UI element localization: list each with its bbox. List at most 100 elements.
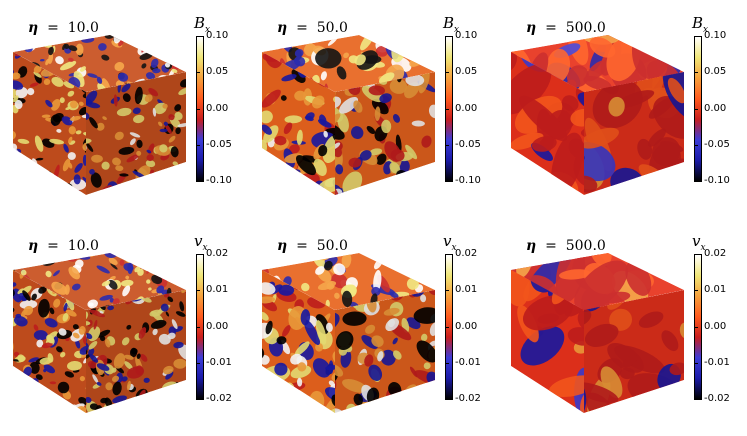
cube-render — [262, 35, 435, 195]
eta-symbol: η — [277, 20, 288, 36]
colorbar-title: vx — [692, 232, 706, 253]
colorbar-tickmark — [196, 109, 200, 110]
colorbar-title: vx — [194, 232, 208, 253]
cube-face-right — [86, 290, 186, 413]
colorbar-tickmark — [445, 254, 449, 255]
eta-value: 10.0 — [67, 20, 99, 36]
colorbar-tick-label: 0.00 — [206, 321, 229, 332]
eta-label: η = 50.0 — [277, 20, 348, 36]
colorbar-tick-label: 0.10 — [206, 30, 229, 41]
colorbar-tickmark — [694, 254, 698, 255]
panel-vx-eta-50.0: η = 50.0 vx 0.02 0.01 0.00 -0.01 -0.02 — [249, 218, 498, 436]
colorbar-title: Bx — [443, 14, 459, 35]
colorbar-tick-label: -0.01 — [704, 357, 730, 368]
eta-equals: = — [536, 20, 566, 36]
colorbar-tickmark — [445, 290, 449, 291]
eta-symbol: η — [28, 238, 39, 254]
colorbar-tick-label: -0.05 — [206, 139, 232, 150]
eta-label: η = 10.0 — [28, 20, 99, 36]
colorbar-tickmark — [445, 72, 449, 73]
panel-Bx-eta-50.0: η = 50.0 Bx 0.10 0.05 0.00 -0.05 -0.10 — [249, 0, 498, 218]
eta-symbol: η — [526, 20, 537, 36]
eta-equals: = — [38, 238, 68, 254]
colorbar-tick-label: 0.10 — [455, 30, 478, 41]
eta-label: η = 10.0 — [28, 238, 99, 254]
colorbar-tickmark — [694, 290, 698, 291]
colorbar-var: B — [194, 14, 206, 32]
colorbar-var-sub: x — [451, 243, 457, 253]
colorbar-tick-label: 0.02 — [455, 248, 478, 259]
colorbar-tick-label: 0.00 — [704, 103, 727, 114]
colorbar-tickmark — [694, 145, 698, 146]
cube-face-top — [13, 253, 186, 310]
colorbar-tick-label: 0.01 — [704, 284, 727, 295]
colorbar-var-sub: x — [454, 25, 460, 35]
colorbar-tickmark — [445, 327, 449, 328]
cube-face-right — [584, 72, 684, 195]
eta-equals: = — [287, 20, 317, 36]
colorbar-tick-label: -0.10 — [206, 175, 232, 186]
eta-symbol: η — [277, 238, 288, 254]
colorbar-tick-label: -0.01 — [206, 357, 232, 368]
colorbar-tick-label: -0.02 — [704, 393, 730, 404]
panel-Bx-eta-500.0: η = 500.0 Bx 0.10 0.05 0.00 -0.05 -0.10 — [498, 0, 747, 218]
colorbar-tickmark — [694, 363, 698, 364]
panel-Bx-eta-10.0: η = 10.0 Bx 0.10 0.05 0.00 -0.05 -0.10 — [0, 0, 249, 218]
cube-render — [13, 253, 186, 413]
colorbar-tick-label: 0.05 — [455, 66, 478, 77]
colorbar-tick-label: 0.05 — [206, 66, 229, 77]
colorbar-var-sub: x — [700, 243, 706, 253]
eta-value: 50.0 — [316, 20, 348, 36]
colorbar-var: v — [194, 232, 203, 250]
eta-label: η = 500.0 — [526, 20, 606, 36]
eta-equals: = — [38, 20, 68, 36]
cube-face-right — [86, 72, 186, 195]
colorbar-tick-label: 0.02 — [704, 248, 727, 259]
colorbar-tickmark — [445, 181, 449, 182]
colorbar-tickmark — [694, 72, 698, 73]
eta-value: 10.0 — [67, 238, 99, 254]
cube-render — [13, 35, 186, 195]
colorbar-tick-label: 0.00 — [455, 321, 478, 332]
colorbar-tickmark — [196, 290, 200, 291]
panel-vx-eta-500.0: η = 500.0 vx 0.02 0.01 0.00 -0.01 -0.02 — [498, 218, 747, 436]
colorbar-var: v — [443, 232, 452, 250]
cube-face-left — [13, 52, 86, 195]
eta-label: η = 500.0 — [526, 238, 606, 254]
colorbar-tickmark — [694, 399, 698, 400]
colorbar-tick-label: 0.02 — [206, 248, 229, 259]
colorbar-tickmark — [694, 36, 698, 37]
colorbar-tickmark — [445, 363, 449, 364]
colorbar-tick-label: -0.10 — [704, 175, 730, 186]
colorbar-tick-label: 0.00 — [455, 103, 478, 114]
colorbar-tickmark — [196, 254, 200, 255]
colorbar-tickmark — [196, 145, 200, 146]
eta-symbol: η — [526, 238, 537, 254]
colorbar-tick-label: 0.00 — [704, 321, 727, 332]
colorbar-tick-label: -0.02 — [206, 393, 232, 404]
cube-render — [511, 35, 684, 195]
colorbar-tick-label: 0.05 — [704, 66, 727, 77]
cube-face-left — [13, 270, 86, 413]
colorbar-title: vx — [443, 232, 457, 253]
colorbar-tickmark — [445, 109, 449, 110]
colorbar-tickmark — [196, 72, 200, 73]
eta-symbol: η — [28, 20, 39, 36]
colorbar-tickmark — [445, 145, 449, 146]
eta-equals: = — [536, 238, 566, 254]
colorbar-tick-label: -0.01 — [455, 357, 481, 368]
colorbar-tickmark — [445, 36, 449, 37]
colorbar-tick-label: -0.10 — [455, 175, 481, 186]
panel-vx-eta-10.0: η = 10.0 vx 0.02 0.01 0.00 -0.01 -0.02 — [0, 218, 249, 436]
colorbar-tickmark — [445, 399, 449, 400]
colorbar-tickmark — [196, 36, 200, 37]
colorbar-var: v — [692, 232, 701, 250]
colorbar-tickmark — [196, 327, 200, 328]
eta-value: 50.0 — [316, 238, 348, 254]
cube-face-right — [335, 290, 435, 413]
colorbar-tick-label: 0.01 — [455, 284, 478, 295]
eta-value: 500.0 — [565, 20, 606, 36]
colorbar-tick-label: -0.02 — [455, 393, 481, 404]
colorbar-title: Bx — [194, 14, 210, 35]
colorbar-tickmark — [196, 399, 200, 400]
